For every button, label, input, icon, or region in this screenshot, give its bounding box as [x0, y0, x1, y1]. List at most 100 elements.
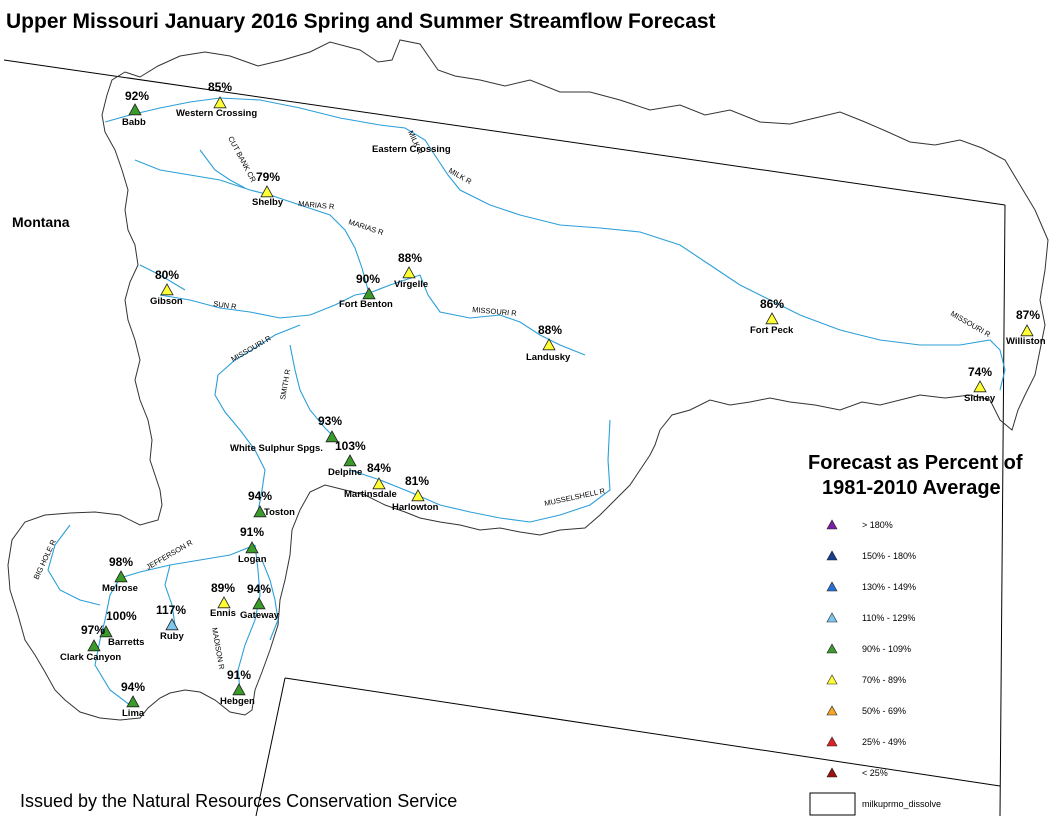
station-marker-triangle [260, 185, 274, 198]
station-name-label: Logan [238, 554, 267, 565]
station-western-crossing: 85% Western Crossing [176, 80, 257, 119]
upper-missouri-line [214, 324, 301, 513]
station-williston: 87% Williston [1006, 308, 1046, 347]
station-name-label: Fort Peck [750, 325, 794, 336]
station-name-label: Shelby [252, 197, 284, 208]
station-marker-triangle [128, 103, 142, 116]
station-landusky: 88% Landusky [526, 323, 571, 363]
station-marker-triangle [343, 454, 357, 467]
station-marker-triangle [252, 597, 266, 610]
sun-river-line [139, 264, 186, 291]
station-percent-label: 85% [208, 80, 232, 94]
station-percent-label: 91% [240, 525, 264, 539]
legend-item: 90% - 109% [826, 643, 911, 654]
canada-border-line [3, 59, 1006, 206]
station-marker-triangle [126, 695, 140, 708]
river-label: MISSOURI R [472, 305, 518, 318]
river-label: MARIAS R [347, 217, 385, 237]
cut-bank-creek-line [199, 149, 246, 189]
legend-item-label: 150% - 180% [862, 551, 916, 561]
legend-title-line2: 1981-2010 Average [822, 477, 1001, 499]
station-fort-benton: 90% Fort Benton [339, 272, 393, 310]
station-name-label: Delpine [328, 467, 362, 478]
station-percent-label: 100% [106, 609, 137, 623]
station-name-label: Ennis [210, 608, 236, 619]
legend-triangle-icon [826, 612, 838, 623]
legend-item: 110% - 129% [826, 612, 915, 623]
legend-item-label: > 180% [862, 520, 893, 530]
jefferson-river-line [94, 544, 256, 706]
legend-layer: > 180% 150% - 180% 130% - 149% 110% - 129% 9… [809, 519, 941, 816]
legend-item: < 25% [826, 767, 888, 778]
river-label: MADISON R [210, 627, 226, 671]
station-name-label: Babb [122, 117, 146, 128]
station-melrose: 98% Melrose [102, 555, 138, 594]
station-hebgen: 91% Hebgen [220, 668, 255, 707]
legend-triangle-icon [826, 767, 838, 778]
station-name-label: Virgelle [394, 279, 428, 290]
map-title: Upper Missouri January 2016 Spring and S… [6, 10, 716, 33]
station-percent-label: 79% [256, 170, 280, 184]
station-percent-label: 88% [398, 251, 422, 265]
station-percent-label: 103% [335, 439, 366, 453]
station-harlowton: 81% Harlowton [392, 474, 439, 513]
station-ennis: 89% Ennis [210, 581, 236, 619]
station-name-label: Ruby [160, 631, 184, 642]
rivers [47, 97, 1006, 706]
station-name-label: Martinsdale [344, 489, 397, 500]
station-gibson: 80% Gibson [150, 268, 183, 307]
big-hole-river-line [47, 524, 101, 606]
legend-item: 50% - 69% [826, 705, 906, 716]
river-label: CUT BANK CR [226, 135, 258, 185]
station-marker-triangle [87, 639, 101, 652]
legend-triangle-icon [826, 519, 838, 530]
station-logan: 91% Logan [238, 525, 267, 565]
legend-item: 70% - 89% [826, 674, 906, 685]
station-marker-triangle [213, 96, 227, 109]
river-label: MISSOURI R [949, 309, 993, 339]
station-percent-label: 74% [968, 365, 992, 379]
station-marker-triangle [165, 618, 179, 631]
river-label: MISSOURI R [230, 333, 274, 363]
station-marker-triangle [253, 505, 267, 518]
station-babb: 92% Babb [122, 89, 149, 128]
station-marker-triangle [765, 312, 779, 325]
station-percent-label: 86% [760, 297, 784, 311]
station-gateway: 94% Gateway [240, 582, 280, 621]
station-marker-triangle [411, 489, 425, 502]
station-percent-label: 94% [248, 489, 272, 503]
station-percent-label: 94% [247, 582, 271, 596]
station-white-sulphur-spgs: 93% White Sulphur Spgs. [230, 414, 342, 454]
legend-triangle-icon [826, 705, 838, 716]
missouri-river-line [159, 274, 586, 356]
legend-boundary-item: milkuprmo_dissolve [809, 792, 941, 816]
station-percent-label: 98% [109, 555, 133, 569]
gallatin-river-line [261, 559, 279, 641]
legend-item: 25% - 49% [826, 736, 906, 747]
station-virgelle: 88% Virgelle [394, 251, 428, 290]
smith-river-line [289, 344, 333, 436]
station-percent-label: 89% [211, 581, 235, 595]
station-name-label: Landusky [526, 352, 571, 363]
station-marker-triangle [973, 380, 987, 393]
station-percent-label: 88% [538, 323, 562, 337]
station-name-label: White Sulphur Spgs. [230, 443, 323, 454]
legend-triangle-icon [826, 643, 838, 654]
river-label: BIG HOLE R [32, 538, 59, 581]
milk-river-line [104, 97, 1006, 391]
station-name-label: Fort Benton [339, 299, 393, 310]
station-percent-label: 90% [356, 272, 380, 286]
station-shelby: 79% Shelby [252, 170, 284, 208]
legend-triangle-icon [826, 674, 838, 685]
station-name-label: Lima [122, 708, 145, 719]
legend-triangle-icon [826, 736, 838, 747]
station-lima: 94% Lima [121, 680, 145, 719]
legend-item: 150% - 180% [826, 550, 916, 561]
wyoming-border-line [284, 677, 1001, 787]
legend-item-label: 130% - 149% [862, 582, 916, 592]
station-marker-triangle [372, 477, 386, 490]
legend-title-line1: Forecast as Percent of [808, 452, 1023, 474]
station-marker-triangle [232, 683, 246, 696]
